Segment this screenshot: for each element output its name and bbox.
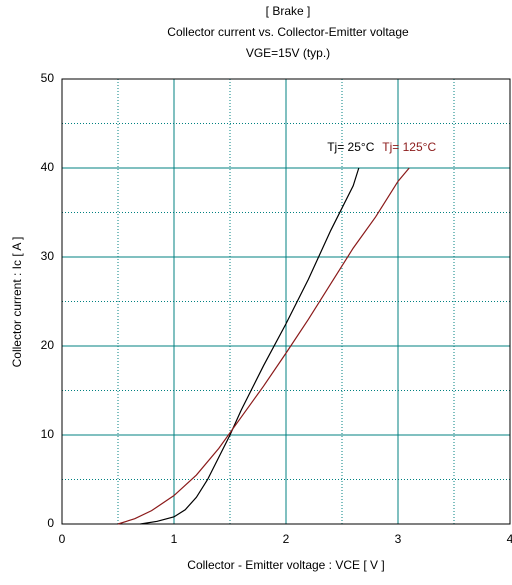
chart-condition: VGE=15V (typ.)	[246, 46, 330, 60]
y-tick-label: 0	[47, 516, 54, 530]
series-label: Tj= 125°C	[382, 140, 436, 154]
y-tick-label: 20	[41, 338, 55, 352]
data-line	[140, 167, 360, 525]
chart-title: [ Brake ]	[266, 4, 311, 18]
y-tick-label: 30	[41, 249, 55, 263]
x-tick-label: 0	[59, 532, 66, 546]
series-label: Tj= 25°C	[327, 140, 374, 154]
x-tick-label: 1	[171, 532, 178, 546]
y-tick-label: 40	[41, 160, 55, 174]
chart-subtitle: Collector current vs. Collector-Emitter …	[167, 25, 409, 39]
y-axis-label: Collector current : Ic [ A ]	[10, 237, 24, 368]
data-line	[117, 167, 410, 525]
x-tick-label: 2	[283, 532, 290, 546]
x-tick-label: 3	[395, 532, 402, 546]
y-tick-label: 10	[41, 427, 55, 441]
x-tick-label: 4	[507, 532, 512, 546]
y-tick-label: 50	[41, 71, 55, 85]
plot-frame	[61, 78, 511, 525]
x-axis-label: Collector - Emitter voltage : VCE [ V ]	[187, 558, 384, 572]
